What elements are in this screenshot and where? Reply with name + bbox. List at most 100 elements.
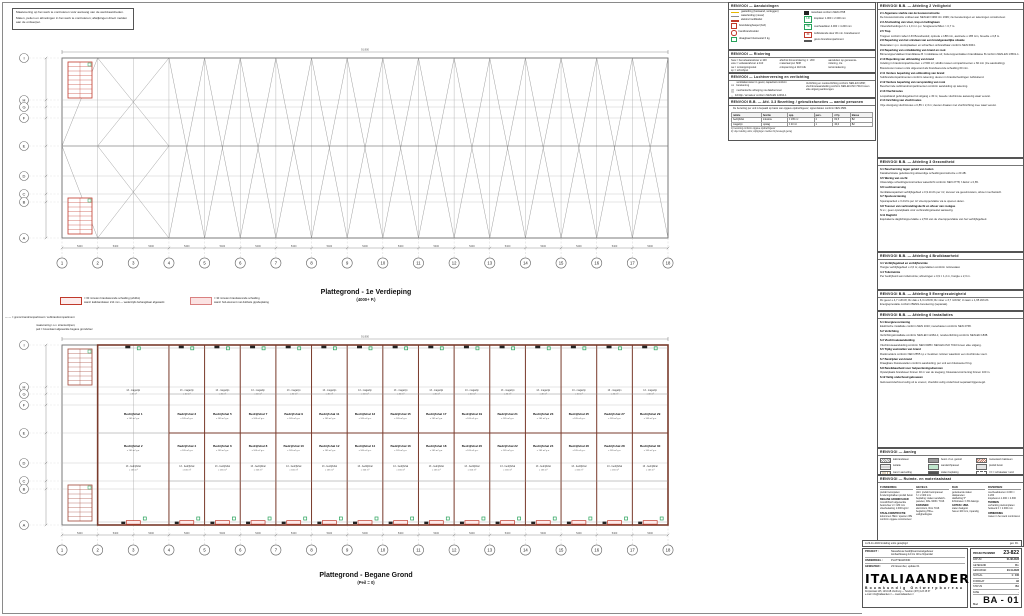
- svg-text:7: 7: [275, 261, 278, 266]
- material-column-header: GEVELS: [916, 485, 949, 490]
- svg-text:4: 4: [168, 261, 171, 266]
- field-label: PROJECTNUMMER: [973, 551, 996, 555]
- fire-legend-text: = 30 minuten brandwerende scheiding wand…: [214, 297, 269, 304]
- svg-text:± 40 m²: ± 40 m²: [611, 392, 619, 395]
- svg-text:Bedrijfshal 22: Bedrijfshal 22: [497, 444, 518, 448]
- field-row: GETEKEND R.I.: [973, 563, 1019, 569]
- text-line: Verlichtingsinstallatie conform NEN-EN 1…: [880, 334, 989, 338]
- svg-text:± 165 m² g.o.: ± 165 m² g.o.: [608, 417, 621, 420]
- text-line: plint: prefab betonpaneel: [916, 490, 943, 494]
- text-line: 4.1 Verblijfsgebied en verblijfsruimte: [880, 261, 928, 265]
- text-line: 2.10 Beperking van uitbreiding van brand: [880, 58, 934, 61]
- text-line: = 60 minuten brandwerende scheiding (wbd…: [84, 297, 141, 300]
- legend-item: handbrandmelder: [731, 30, 800, 36]
- text-line: maten in het werk controleren: [988, 514, 1021, 518]
- legend-item-label: zelfsluitende deur 30 min. brandwerend: [814, 32, 860, 36]
- legend-item-label: meterkast conform NEN 2768: [811, 10, 846, 14]
- svg-text:Bedrijfshal 28: Bedrijfshal 28: [604, 444, 625, 448]
- svg-text:Bedrijfshal 19: Bedrijfshal 19: [462, 412, 483, 416]
- svg-text:± 165 m² g.o.: ± 165 m² g.o.: [501, 417, 514, 420]
- svg-text:5400: 5400: [327, 245, 333, 248]
- legend-symbol-icon: [731, 36, 737, 43]
- svg-text:13 - magazijn: 13 - magazijn: [608, 390, 623, 392]
- svg-text:13 - magazijn: 13 - magazijn: [429, 390, 444, 392]
- svg-text:± 165 m² g.o.: ± 165 m² g.o.: [180, 417, 193, 420]
- svg-text:Bedrijfshal 29: Bedrijfshal 29: [640, 412, 661, 416]
- svg-text:± 165 m² g.o.: ± 165 m² g.o.: [394, 449, 407, 452]
- svg-text:13 - magazijn: 13 - magazijn: [358, 390, 373, 392]
- field-row: SCHAAL 1 : 100: [973, 574, 1019, 580]
- plan-title: Plattegrond - 1e Verdieping: [320, 289, 412, 296]
- text-line: Rc gevel ≥ 4,7 m²K/W; Rc dak ≥ 6,3 m²K/W…: [880, 299, 990, 302]
- legend-item-label: grens brandcompartiment: [814, 38, 844, 42]
- table-cell: 1: [813, 121, 834, 128]
- onderdeel-row: ONDERDEEL : PLATTEGROND: [865, 558, 965, 564]
- renvooi-block: RENVOOI B.B. — Afdeling 3 Gezondheid 3.1 …: [877, 158, 1024, 252]
- svg-text:± 165 m² g.o.: ± 165 m² g.o.: [287, 417, 300, 420]
- svg-text:± 40 m²: ± 40 m²: [468, 392, 476, 395]
- gewijzigd-row: GEWIJZIGD : 23 November, update 01: [865, 564, 965, 569]
- text-line: Opstelplaats brandweer binnen 40 m van d…: [880, 371, 991, 375]
- text-line: Rookmelders conform NEN 2555 t.p.v. besl…: [880, 352, 988, 356]
- svg-text:Bedrijfshal 14: Bedrijfshal 14: [355, 444, 376, 448]
- svg-text:16: 16: [594, 261, 599, 266]
- svg-text:11: 11: [416, 548, 421, 553]
- text-line: monolithisch afgewerkte: [880, 501, 907, 505]
- svg-text:± 165 m² g.o.: ± 165 m² g.o.: [430, 449, 443, 452]
- svg-text:8: 8: [310, 548, 313, 553]
- text-line: 3.1 Bescherming tegen geluid van buiten: [880, 167, 934, 171]
- svg-text:4: 4: [168, 548, 171, 553]
- svg-text:F: F: [23, 402, 26, 407]
- svg-text:Bedrijfshal 26: Bedrijfshal 26: [569, 444, 590, 448]
- legend-item: TD overheaddeur 4.000 × 4.200 mm: [804, 23, 873, 31]
- footnote: 1) bezetting conform opgave opdrachtgeve…: [731, 128, 776, 131]
- text-line: N.v.t.; geen opstelplaats voor verbrandi…: [880, 209, 954, 213]
- legend-item-label: kalkzandsteen: [893, 457, 909, 461]
- legend-column: ▭ ventilatierooster in gevel, capaciteit …: [731, 81, 800, 97]
- text-line: De bouwconstructie voldoet aan NEN-EN 19…: [880, 15, 1006, 19]
- field-value: A0: [1015, 579, 1019, 583]
- text-line: 3.8 Toevoer van verbrandingslucht en afv…: [880, 204, 956, 208]
- svg-text:13 - bedrijfshal: 13 - bedrijfshal: [126, 465, 142, 468]
- fire-legend-30min: = 30 minuten brandwerende scheiding wand…: [190, 297, 269, 305]
- field-label: GEWIJZIGD :: [865, 564, 882, 568]
- svg-text:Bedrijfshal 3: Bedrijfshal 3: [177, 412, 196, 416]
- text-line: terreintekening: [828, 65, 846, 69]
- svg-text:13 - magazijn: 13 - magazijn: [216, 390, 231, 392]
- svg-text:Bedrijfshal 5: Bedrijfshal 5: [213, 412, 232, 416]
- svg-text:± 165 m²: ± 165 m²: [468, 468, 477, 471]
- table-row: magazijn opslag ± 40 m² 1 40,0 B2: [731, 121, 874, 128]
- legend-aanleg: RENVOOI — Aanleg kalkzandsteen beton i.h.…: [877, 448, 1024, 475]
- svg-text:5400: 5400: [647, 532, 653, 535]
- svg-text:B: B: [23, 199, 26, 204]
- text-line: hekwerk h = 2.000 mm: [988, 507, 1013, 511]
- svg-text:5400: 5400: [540, 532, 546, 535]
- text-line: geïsoleerde stalen dakpanelen: [952, 490, 972, 497]
- svg-text:± 165 m² g.o.: ± 165 m² g.o.: [216, 449, 229, 452]
- legend-item-label: brandslanghaspel (bsh): [739, 23, 767, 27]
- fire-wall-swatch-60: [60, 297, 82, 305]
- field-value: R.I.: [1015, 563, 1019, 567]
- svg-text:13 - bedrijfshal: 13 - bedrijfshal: [393, 465, 409, 468]
- legend-item-label: stalen beplating: [941, 470, 959, 474]
- text-line: wand: kalkzandsteen 214 mm — wederzijds …: [84, 300, 165, 304]
- projectnumber-row: PROJECTNUMMER 23-822: [973, 550, 1019, 558]
- svg-text:13 - bedrijfshal: 13 - bedrijfshal: [464, 465, 480, 468]
- text-line: funderingsbalken prefab beton: [880, 493, 913, 497]
- text-line: Equivalente daglichtoppervlakte ≥ 2,5% v…: [880, 218, 987, 222]
- revision-entry: A 23-11-2023 indeling units gewijzigd: [865, 541, 908, 545]
- svg-text:± 40 m²: ± 40 m²: [575, 392, 583, 395]
- renvooi-block-header: RENVOOI B.B. — Afdeling 4 Bruikbaarheid: [878, 253, 1023, 260]
- svg-text:5400: 5400: [148, 245, 154, 248]
- address-line: e-mail: info@italiaander.nl — www.italia…: [865, 594, 914, 597]
- legend-aanduidingen: RENVOOI — Aanduidingen gasleiding (besta…: [728, 2, 876, 50]
- svg-text:Bedrijfshal 8: Bedrijfshal 8: [249, 444, 268, 448]
- text-line: OPMERKING: [988, 511, 1004, 515]
- text-line: beplating: stalen sandwich-: [916, 496, 946, 500]
- general-note-box: Maatvoering op het werk te controleren v…: [12, 8, 134, 30]
- svg-text:C: C: [23, 191, 26, 196]
- fields-list: DATUM 01-08-2023 GETEKEND R.I. GEWIJZIGD 23-1…: [973, 558, 1019, 596]
- legend-item-label: beton i.h.w. gestort: [941, 457, 962, 461]
- legend-footnotes: 1) bezetting conform opgave opdrachtgeve…: [731, 128, 873, 133]
- field-value: PLATTEGROND: [891, 558, 911, 562]
